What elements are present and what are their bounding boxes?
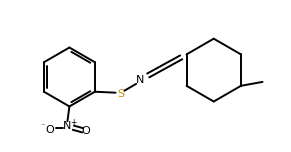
Text: O: O <box>45 125 54 135</box>
Text: N: N <box>136 75 144 85</box>
Text: N: N <box>63 121 72 131</box>
Text: O: O <box>82 126 91 136</box>
Text: S: S <box>117 89 124 99</box>
Text: +: + <box>71 118 77 127</box>
Text: ⁻: ⁻ <box>41 122 45 131</box>
